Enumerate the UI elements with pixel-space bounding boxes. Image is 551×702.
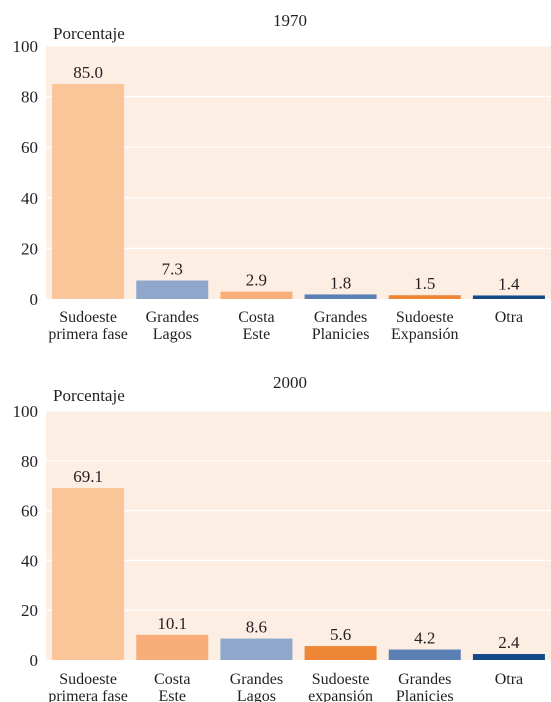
- category-label: Otra: [495, 671, 523, 688]
- y-tick-label: 0: [30, 290, 39, 309]
- category-label: Lagos: [153, 326, 192, 343]
- y-tick-label: 40: [21, 551, 38, 570]
- bar-value-label: 1.4: [498, 274, 520, 293]
- category-label: primera fase: [48, 326, 128, 343]
- category-label: Este: [158, 688, 186, 702]
- bar-value-label: 8.6: [246, 618, 267, 637]
- bar: [220, 638, 293, 660]
- bar-value-label: 1.8: [330, 273, 351, 292]
- chart-title: 1970: [273, 11, 307, 30]
- category-label: Lagos: [237, 688, 276, 702]
- y-tick-label: 80: [21, 88, 38, 107]
- category-label: Otra: [495, 309, 523, 326]
- bar-value-label: 10.1: [157, 614, 187, 633]
- y-tick-label: 100: [13, 402, 39, 421]
- bar-value-label: 5.6: [330, 625, 351, 644]
- y-tick-label: 40: [21, 189, 38, 208]
- bar-value-label: 85.0: [73, 63, 103, 82]
- category-label: Grandes: [230, 671, 283, 688]
- category-label: Este: [243, 326, 271, 343]
- category-label: Costa: [238, 309, 274, 326]
- category-label: Expansión: [391, 326, 459, 343]
- bar-value-label: 69.1: [73, 467, 103, 486]
- category-label: Costa: [154, 671, 190, 688]
- bar: [52, 83, 125, 299]
- chart-2000: 0 20 40 60 80 100 2000 Porcentaje 69.1 Sudoeste pr…: [0, 364, 551, 702]
- category-label: Planicies: [396, 688, 454, 702]
- bar-value-label: 7.3: [162, 260, 183, 279]
- bar-chart-1970: 0204060801001970Porcentaje85.0Sudoestepr…: [13, 11, 551, 343]
- bar-value-label: 1.5: [414, 274, 435, 293]
- bar: [136, 634, 209, 660]
- bar-value-label: 2.9: [246, 271, 267, 290]
- bar: [304, 294, 377, 299]
- category-label: Sudoeste: [59, 671, 117, 688]
- category-label: primera fase: [48, 688, 128, 702]
- y-axis-label: Porcentaje: [53, 24, 125, 43]
- bar: [136, 280, 209, 299]
- bar: [52, 487, 125, 660]
- chart-title: 2000: [273, 373, 307, 392]
- y-tick-label: 60: [21, 138, 38, 157]
- bar-chart-2000: 0204060801002000Porcentaje69.1Sudoestepr…: [13, 373, 551, 702]
- y-tick-label: 20: [21, 601, 38, 620]
- category-label: Grandes: [314, 309, 367, 326]
- category-label: Grandes: [398, 671, 451, 688]
- bar: [388, 295, 461, 299]
- y-tick-label: 100: [13, 37, 39, 56]
- y-tick-label: 20: [21, 239, 38, 258]
- chart-1970: 0 20 40 60 80 100 1970 Porcentaje 85.0 Sudoeste pr…: [0, 0, 551, 350]
- bar-value-label: 4.2: [414, 629, 435, 648]
- y-tick-label: 80: [21, 452, 38, 471]
- bar: [472, 654, 545, 660]
- bar: [388, 649, 461, 660]
- category-label: Planicies: [312, 326, 370, 343]
- plot-area: [46, 46, 551, 299]
- category-label: Grandes: [146, 309, 199, 326]
- y-tick-label: 60: [21, 502, 38, 521]
- category-label: Sudoeste: [312, 671, 370, 688]
- bar: [472, 295, 545, 299]
- y-axis-label: Porcentaje: [53, 386, 125, 405]
- category-label: Sudoeste: [396, 309, 454, 326]
- bar: [304, 646, 377, 660]
- bar-value-label: 2.4: [498, 633, 520, 652]
- y-tick-label: 0: [30, 651, 39, 670]
- bar: [220, 291, 293, 299]
- plot-area: [46, 411, 551, 660]
- category-label: Sudoeste: [59, 309, 117, 326]
- category-label: expansión: [308, 688, 373, 702]
